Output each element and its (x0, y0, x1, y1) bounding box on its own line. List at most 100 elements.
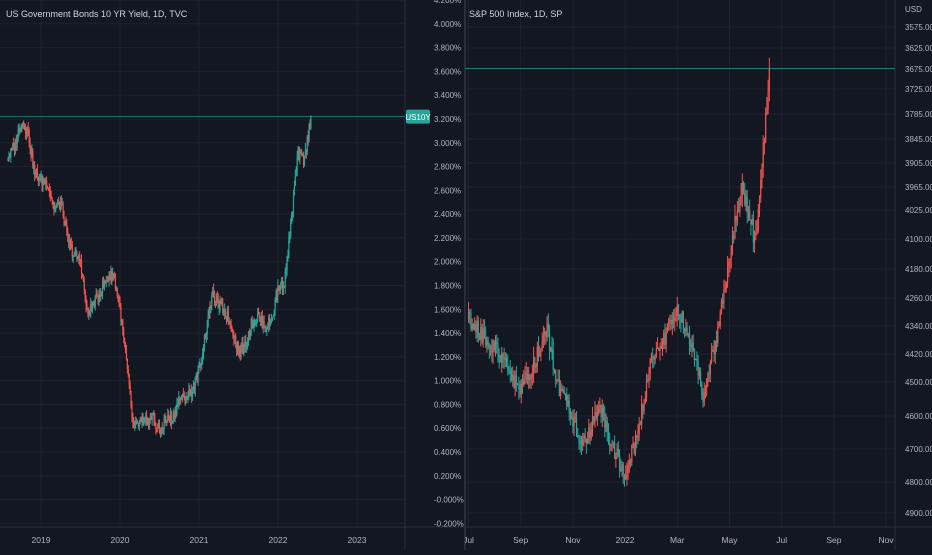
bond-candle-body (207, 315, 209, 327)
bond-candle-body (19, 127, 21, 131)
spx-y-tick-label: 4100.00 (905, 235, 932, 244)
spx-candle-body (467, 312, 470, 319)
bond-y-tick-label: 4.200% (434, 0, 461, 5)
spx-candle-body (547, 322, 549, 332)
bond-candle-body (257, 313, 259, 320)
spx-candle-body (564, 394, 567, 396)
spx-x-tick-label: Nov (565, 535, 581, 545)
spx-candle-body (520, 384, 522, 395)
bond-candle-body (134, 423, 136, 428)
bond-candle-body (186, 398, 188, 400)
bond-candle-body (243, 347, 245, 352)
bond-candle-body (217, 298, 219, 309)
bond-candle-body (135, 421, 138, 423)
bond-candle-body (133, 422, 135, 428)
bond-candle-body (199, 363, 201, 367)
spx-candle-body (475, 323, 477, 332)
right-chart-pane[interactable]: USD 3575.00 3625.00 3675.00 3725.00 3785.00 38… (463, 0, 932, 550)
spx-candle-body (674, 318, 676, 321)
spx-candle-body (744, 192, 746, 205)
spx-candle-body (598, 408, 600, 415)
spx-candle-body (695, 359, 697, 361)
bond-candle-body (159, 433, 162, 435)
spx-candle-body (761, 167, 763, 181)
left-chart-pane[interactable]: US10Y -0.200% -0.000% 0.200% 0.400% 0.600% 0.8… (0, 0, 465, 550)
spx-candle-body (486, 340, 488, 346)
spx-candle-body (469, 312, 471, 314)
spx-candle-body (536, 347, 538, 367)
spx-y-tick-label: 4180.00 (905, 265, 932, 274)
bond-candle-body (269, 318, 271, 326)
bond-candle-body (140, 420, 142, 422)
spx-candle-body (525, 372, 527, 376)
spx-candle-body (577, 435, 579, 437)
spx-candle-body (481, 326, 483, 342)
bond-candle-body (53, 202, 55, 210)
spx-candle-body (739, 199, 741, 212)
spx-candle-body (745, 197, 747, 205)
spx-candle-body (749, 210, 751, 220)
bond-candle-body (241, 342, 243, 353)
bond-candle-body (107, 280, 109, 282)
spx-candle-body (643, 403, 645, 411)
bond-candle-body (174, 409, 176, 420)
bond-candle-body (197, 369, 199, 383)
bond-candle-body (238, 351, 240, 357)
bond-candle-body (100, 292, 102, 298)
bond-candle-body (79, 255, 81, 261)
spx-candle-body (644, 397, 646, 404)
pane-divider[interactable] (464, 0, 466, 550)
bond-candle-body (25, 132, 28, 134)
bond-candle-body (51, 198, 53, 202)
spx-candle-body (590, 430, 592, 439)
spx-candle-body (702, 394, 704, 403)
spx-candle-body (690, 344, 692, 347)
bond-candle-body (9, 156, 11, 158)
spx-candle-body (542, 335, 545, 341)
bond-candle-body (119, 303, 121, 308)
spx-candle-body (529, 374, 531, 380)
spx-candle-body (532, 357, 535, 374)
bond-candle-body (96, 293, 98, 296)
spx-candle-body (497, 343, 499, 356)
spx-candle-body (476, 321, 478, 332)
bond-candle-body (30, 148, 32, 156)
bond-candle-body (68, 235, 70, 244)
spx-candle-body (708, 373, 710, 375)
bond-yield-chart[interactable]: US10Y -0.200% -0.000% 0.200% 0.400% 0.600% 0.8… (0, 0, 465, 550)
bond-candle-body (22, 123, 24, 126)
bond-candle-body (129, 384, 131, 395)
bond-candle-body (13, 145, 16, 150)
bond-candle-body (143, 419, 145, 421)
spx-x-tick-label: Sep (826, 535, 841, 545)
spx-candle-body (504, 357, 506, 360)
spx-y-tick-label: 4900.00 (905, 509, 932, 518)
bond-candle-body (54, 207, 56, 210)
spx-candle-body (523, 379, 525, 385)
spx-candle-body (588, 427, 590, 439)
bond-candle-body (285, 269, 287, 272)
spx-candle-body (741, 182, 743, 196)
spx-y-tick-label: 4340.00 (905, 322, 932, 331)
bond-candle-body (90, 304, 93, 309)
spx-candle-body (472, 324, 475, 330)
bond-candle-body (46, 180, 48, 188)
bond-candle-body (287, 254, 289, 258)
bond-candle-body (168, 419, 171, 421)
spx-chart[interactable]: USD 3575.00 3625.00 3675.00 3725.00 3785.00 38… (463, 0, 932, 550)
spx-candle-body (477, 321, 479, 337)
spx-candle-body (676, 305, 678, 316)
spx-candle-body (728, 261, 730, 266)
bond-candle-body (60, 201, 62, 205)
bond-candle-body (57, 200, 59, 205)
spx-candle-body (713, 349, 715, 355)
bond-candle-body (76, 252, 78, 259)
bond-candle-body (281, 279, 284, 290)
bond-candle-body (254, 321, 256, 323)
spx-candle-body (578, 436, 580, 441)
bond-candle-body (200, 363, 202, 365)
spx-candle-body (492, 340, 494, 353)
bond-candle-body (61, 204, 63, 206)
spx-candle-body (699, 371, 702, 384)
bond-candle-body (101, 292, 103, 294)
